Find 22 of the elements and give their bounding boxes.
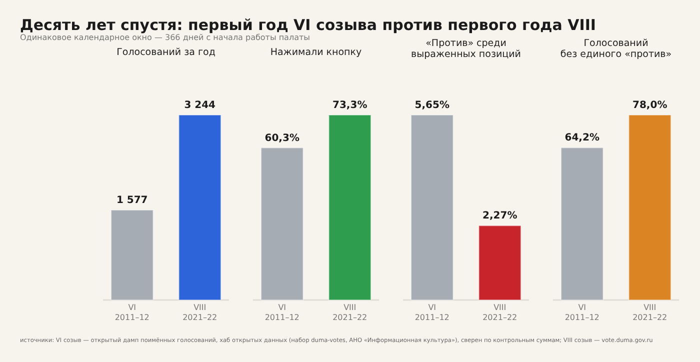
data-label: 1 577 (116, 195, 148, 206)
data-label: 5,65% (414, 100, 450, 111)
data-label: 60,3% (264, 132, 300, 144)
chart-title: «Против» среди выраженных позиций (411, 38, 521, 60)
x-tick-label: VI 2011–12 (264, 303, 300, 322)
data-label: 2,27% (482, 210, 518, 222)
x-tick-label: VI 2011–12 (564, 303, 600, 322)
data-label: 3 244 (184, 100, 216, 111)
x-tick-label: VIII 2021–22 (482, 303, 518, 322)
chart-title: Голосований без единого «против» (560, 38, 672, 60)
data-label: 73,3% (332, 100, 368, 111)
x-tick-label: VIII 2021–22 (332, 303, 368, 322)
data-label: 64,2% (564, 132, 600, 144)
x-tick-label: VIII 2021–22 (182, 303, 218, 322)
x-tick-label: VI 2011–12 (114, 303, 150, 322)
x-tick-label: VIII 2021–22 (632, 303, 668, 322)
x-tick-label: VI 2011–12 (414, 303, 450, 322)
text: Одинаковое календарное окно — 366 дней с начала работы палаты (20, 33, 310, 42)
chart-title: Нажимали кнопку (270, 47, 362, 58)
text: Десять лет спустя: первый год VI созыва против первого года VIII (20, 16, 596, 34)
data-label: 78,0% (632, 100, 668, 111)
chart-title: Голосований за год (116, 47, 216, 58)
